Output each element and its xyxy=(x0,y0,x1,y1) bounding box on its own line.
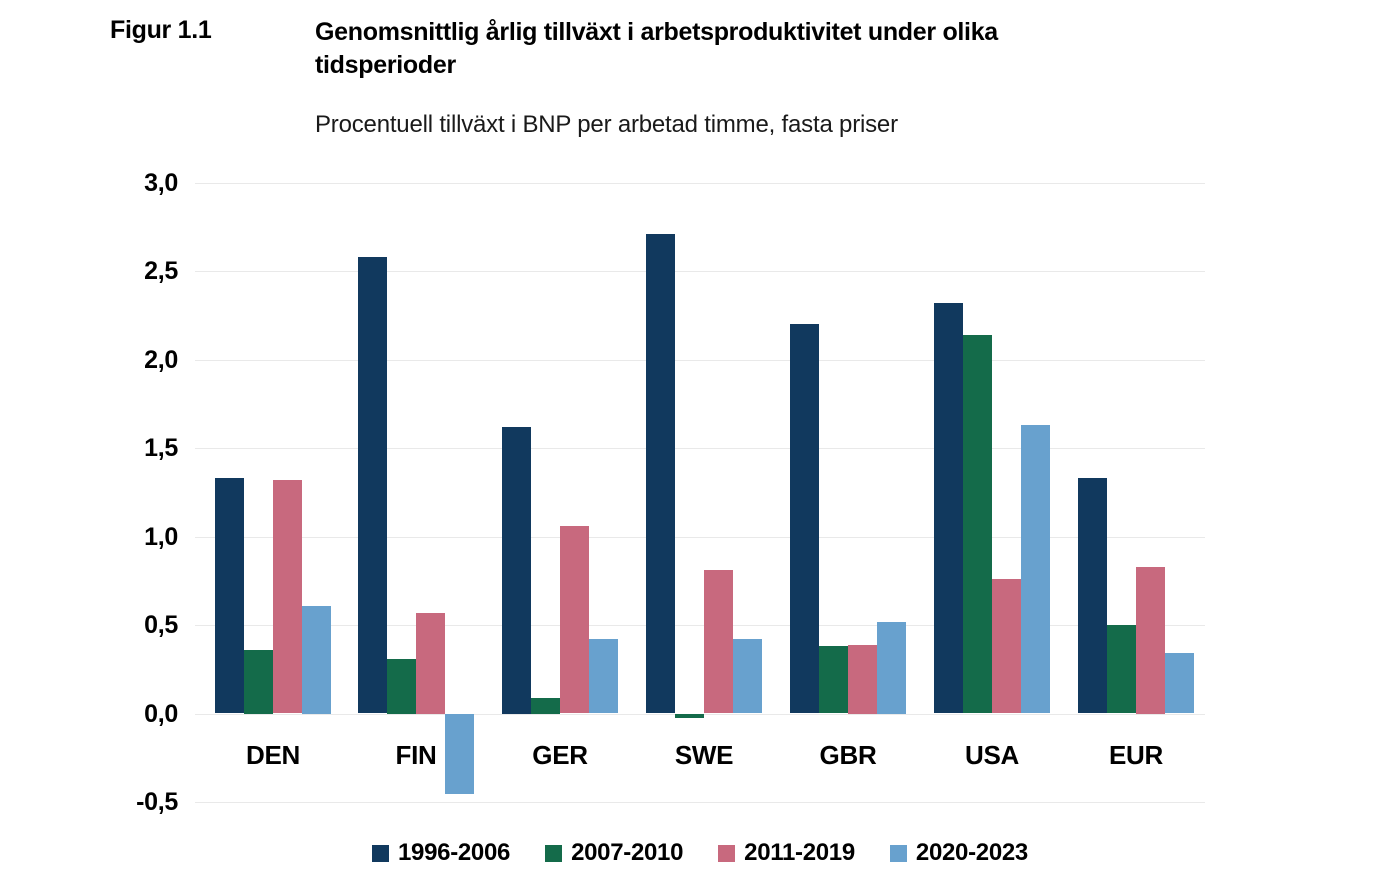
x-axis-category-label: EUR xyxy=(1109,740,1163,770)
bar-1996-2006-GBR xyxy=(790,324,819,713)
bar-2007-2010-EUR xyxy=(1107,625,1136,713)
bar-2011-2019-EUR xyxy=(1136,567,1165,714)
gridline xyxy=(195,448,1205,449)
bar-2020-2023-SWE xyxy=(733,639,762,713)
bar-2011-2019-USA xyxy=(992,579,1021,713)
bar-1996-2006-USA xyxy=(934,303,963,713)
y-axis-tick-label: 1,5 xyxy=(144,434,178,462)
bar-2020-2023-DEN xyxy=(302,606,331,714)
bar-2007-2010-GBR xyxy=(819,646,848,713)
y-axis-tick-label: -0,5 xyxy=(136,788,178,816)
y-axis-tick-label: 2,5 xyxy=(144,257,178,285)
legend-swatch-icon xyxy=(372,844,389,862)
bar-2011-2019-FIN xyxy=(416,613,445,714)
x-axis-category-label: FIN xyxy=(395,740,437,770)
legend-label: 2007-2010 xyxy=(571,839,684,866)
bar-1996-2006-GER xyxy=(502,427,531,714)
legend-swatch-icon xyxy=(545,844,563,862)
bar-1996-2006-SWE xyxy=(646,234,675,713)
bar-2020-2023-FIN xyxy=(445,714,474,794)
bar-2007-2010-DEN xyxy=(244,650,273,714)
bar-2007-2010-SWE xyxy=(675,714,704,718)
legend-item: 2007-2010 xyxy=(545,839,683,867)
gridline xyxy=(195,271,1205,272)
legend-swatch-icon xyxy=(889,844,907,862)
chart-title-line-2: tidsperioder xyxy=(315,51,456,79)
gridline xyxy=(195,802,1205,803)
legend-label: 2011-2019 xyxy=(744,839,855,866)
chart-title-line-1: Genomsnittlig årlig tillväxt i arbetspro… xyxy=(315,18,998,46)
y-axis-tick-label: 0,0 xyxy=(144,700,178,728)
legend-item: 2011-2019 xyxy=(718,839,855,867)
figure-label: Figur 1.1 xyxy=(110,16,212,44)
bar-1996-2006-EUR xyxy=(1078,478,1107,713)
bar-2020-2023-GBR xyxy=(877,622,906,714)
bar-2011-2019-SWE xyxy=(704,570,733,713)
y-axis-tick-label: 0,5 xyxy=(144,611,178,639)
legend-label: 2020-2023 xyxy=(915,839,1028,866)
gridline xyxy=(195,537,1205,538)
chart-legend: 1996-2006 2007-2010 2011-2019 2020-2023 xyxy=(195,838,1205,868)
x-axis-category-label: GER xyxy=(532,740,588,770)
bar-2007-2010-FIN xyxy=(387,659,416,714)
legend-swatch-icon xyxy=(718,844,736,862)
legend-label: 1996-2006 xyxy=(398,839,511,866)
legend-item: 2020-2023 xyxy=(889,839,1028,867)
bar-2007-2010-USA xyxy=(963,335,992,713)
y-axis-tick-label: 1,0 xyxy=(144,523,178,551)
bar-2020-2023-USA xyxy=(1021,425,1050,713)
x-axis-category-label: SWE xyxy=(674,740,734,770)
gridline xyxy=(195,360,1205,361)
legend-item: 1996-2006 xyxy=(372,839,510,867)
x-axis-category-label: DEN xyxy=(246,740,300,770)
bar-2011-2019-DEN xyxy=(273,480,302,713)
gridline xyxy=(195,625,1205,626)
y-axis-tick-label: 2,0 xyxy=(144,346,178,374)
chart-subtitle: Procentuell tillväxt i BNP per arbetad t… xyxy=(315,111,898,138)
bar-2020-2023-EUR xyxy=(1165,653,1194,713)
x-axis-category-label: USA xyxy=(965,740,1019,770)
bar-2011-2019-GER xyxy=(560,526,589,713)
bar-2007-2010-GER xyxy=(531,698,560,714)
bar-1996-2006-DEN xyxy=(215,478,244,713)
bar-1996-2006-FIN xyxy=(358,257,387,713)
gridline xyxy=(195,183,1205,184)
bar-2011-2019-GBR xyxy=(848,645,877,714)
x-axis-category-label: GBR xyxy=(819,740,877,770)
bar-2020-2023-GER xyxy=(589,639,618,713)
chart-title: Genomsnittlig årlig tillväxt i arbetspro… xyxy=(315,16,1175,82)
y-axis-tick-label: 3,0 xyxy=(144,169,178,197)
